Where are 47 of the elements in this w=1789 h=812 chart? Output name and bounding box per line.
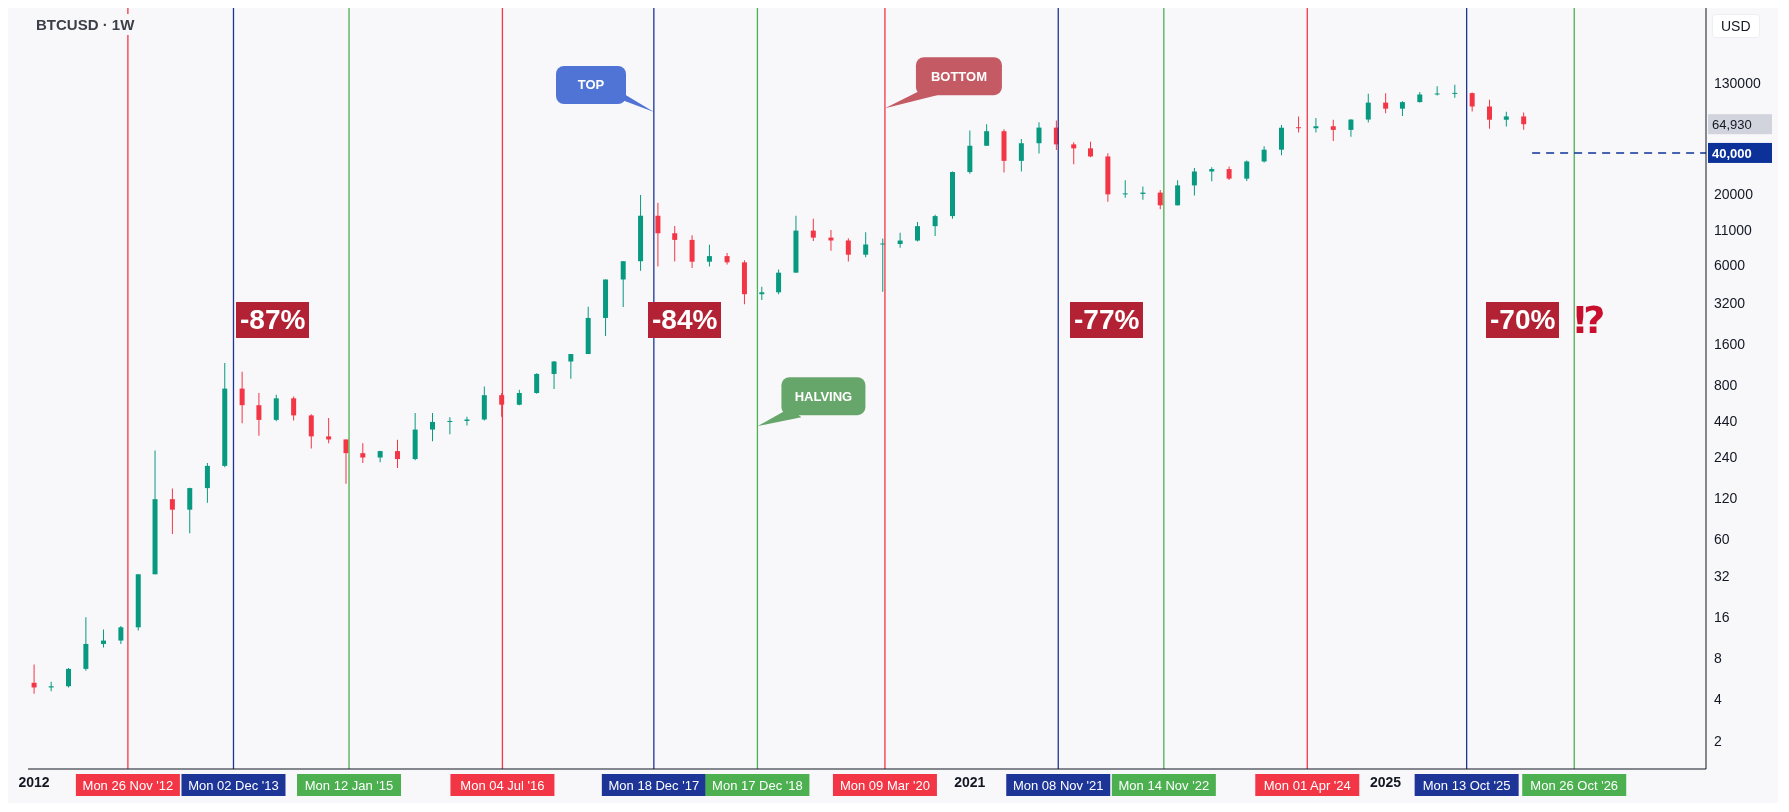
x-tick-label: 2012 <box>18 773 50 790</box>
y-tick-label: 3200 <box>1714 294 1746 311</box>
annotation: -87% <box>236 302 310 338</box>
x-tick-label: 2025 <box>1369 773 1402 790</box>
y-tick-label: 120 <box>1714 489 1738 506</box>
candlestick <box>447 417 453 435</box>
ref-line-label: Mon 14 Nov '22 <box>1118 778 1210 793</box>
y-tick-label: 4 <box>1714 691 1722 708</box>
annotation: -77% <box>1070 302 1144 338</box>
y-tick-label: 800 <box>1714 377 1738 394</box>
annotation: TOP <box>556 66 626 104</box>
y-tick-label: 6000 <box>1714 257 1746 274</box>
ref-line-label: Mon 02 Dec '13 <box>188 778 279 793</box>
ref-line-label: Mon 08 Nov '21 <box>1012 778 1104 793</box>
candlestick <box>1122 180 1128 198</box>
y-tick-label: 440 <box>1714 412 1738 429</box>
annotation: ⁉ <box>1573 299 1607 341</box>
y-tick-label: 11000 <box>1714 221 1753 238</box>
y-tick-label: 130000 <box>1714 74 1761 91</box>
y-tick-label: 8 <box>1714 650 1722 667</box>
text: BTCUSD · 1W <box>32 14 139 35</box>
y-tick-label: 16 <box>1714 609 1730 626</box>
ref-line-label: Mon 17 Dec '18 <box>712 778 803 793</box>
annotation: HALVING <box>794 389 853 405</box>
ref-line-label: Mon 09 Mar '20 <box>839 778 930 793</box>
ref-line-label: Mon 12 Jan '15 <box>304 778 394 793</box>
y-tick-label: 240 <box>1714 448 1738 465</box>
x-tick-label: 2021 <box>954 773 986 790</box>
ref-line-label: Mon 26 Nov '12 <box>82 778 174 793</box>
ref-line-label: Mon 01 Apr '24 <box>1263 778 1351 793</box>
y-tick-label: 2 <box>1714 732 1722 749</box>
y-axis-title: USD <box>1712 14 1760 38</box>
ref-line-label: Mon 18 Dec '17 <box>608 778 700 793</box>
ref-line-label: 40,000 <box>1712 145 1752 161</box>
annotation: -84% <box>648 302 722 338</box>
annotation: BOTTOM <box>930 69 987 85</box>
candlestick <box>1434 86 1440 96</box>
y-tick-label: 20000 <box>1714 186 1754 203</box>
ref-line-label: Mon 04 Jul '16 <box>460 778 545 793</box>
ref-line-label: Mon 26 Oct '26 <box>1530 778 1619 793</box>
text: 64,930 <box>1712 117 1752 133</box>
y-tick-label: 60 <box>1714 530 1730 547</box>
y-tick-label: 32 <box>1714 568 1730 585</box>
y-tick-label: 1600 <box>1714 335 1746 352</box>
candlestick <box>1452 84 1458 98</box>
annotation: -70% <box>1486 302 1560 338</box>
ref-line-label: Mon 13 Oct '25 <box>1422 778 1511 793</box>
